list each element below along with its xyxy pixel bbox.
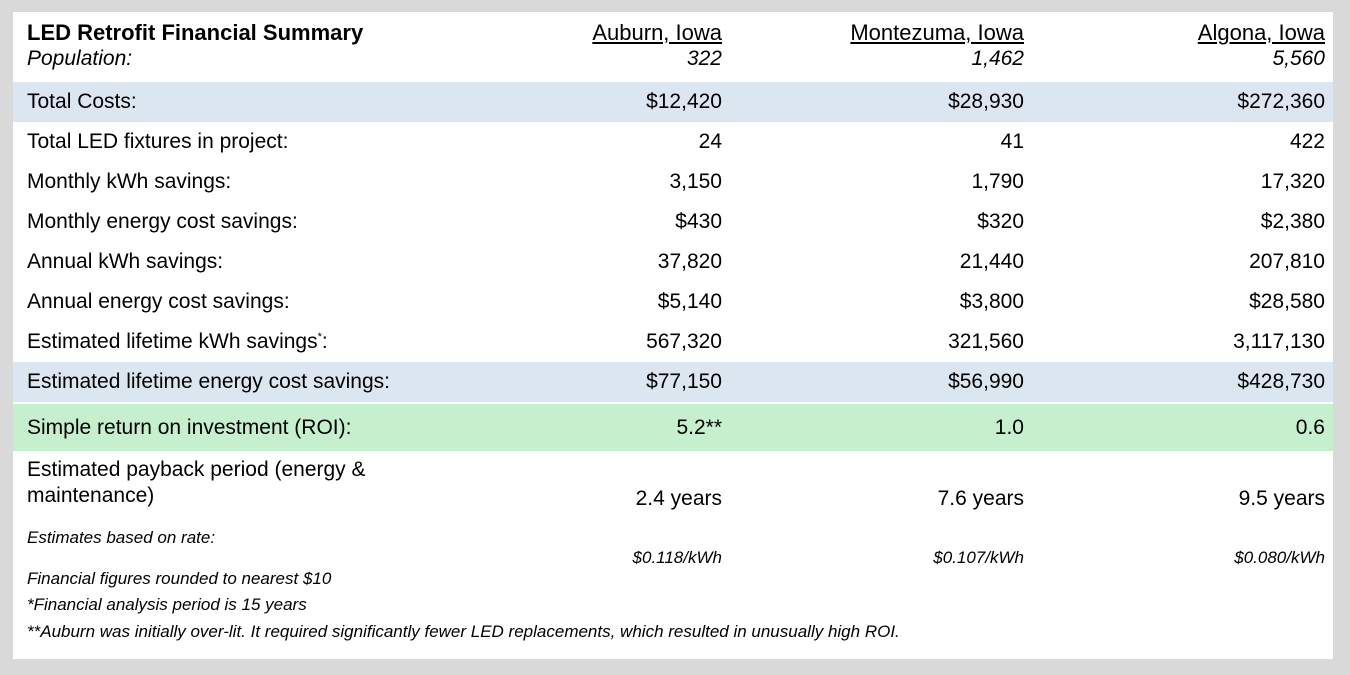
header-row: LED Retrofit Financial Summary Auburn, I… (13, 20, 1333, 46)
value-montezuma: 1,790 (971, 170, 1024, 193)
value-auburn: 5.2** (676, 415, 722, 439)
note-auburn: **Auburn was initially over-lit. It requ… (27, 622, 900, 641)
table-row: Estimates based on rate: $0.118/kWh $0.1… (13, 525, 1333, 575)
note-analysis-period: *Financial analysis period is 15 years (27, 595, 307, 614)
value-algona: $272,360 (1237, 90, 1325, 113)
summary-card: LED Retrofit Financial Summary Auburn, I… (13, 12, 1333, 659)
table-row: Monthly kWh savings: 3,150 1,790 17,320 (13, 162, 1333, 202)
table-row: Simple return on investment (ROI): 5.2**… (13, 404, 1333, 451)
row-label-colon: : (321, 330, 328, 353)
value-auburn: 567,320 (646, 330, 722, 353)
note-rounding: Financial figures rounded to nearest $10 (27, 569, 332, 588)
value-auburn: 2.4 years (635, 487, 722, 510)
value-algona: $428,730 (1237, 370, 1325, 393)
value-montezuma: 1.0 (994, 415, 1024, 439)
rate-algona: $0.080/kWh (1234, 548, 1325, 567)
row-label: Estimated payback period (energy & mainte… (27, 457, 366, 509)
table-row: Annual kWh savings: 37,820 21,440 207,81… (13, 242, 1333, 282)
row-label: Annual energy cost savings: (27, 290, 290, 313)
value-auburn: $430 (675, 210, 722, 233)
row-label-text: Estimated lifetime kWh savings (27, 330, 318, 353)
value-algona: 422 (1289, 130, 1325, 153)
population-label: Population: (27, 47, 133, 70)
population-algona: 5,560 (1272, 47, 1325, 70)
row-label: Total LED fixtures in project: (27, 130, 289, 153)
value-montezuma: 7.6 years (937, 487, 1024, 510)
value-auburn: 37,820 (657, 250, 722, 273)
row-label: Monthly energy cost savings: (27, 210, 298, 233)
value-auburn: 3,150 (669, 170, 722, 193)
value-algona: $28,580 (1249, 290, 1325, 313)
row-label: Total Costs: (27, 90, 137, 113)
city-montezuma: Montezuma, Iowa (850, 20, 1024, 45)
table-row: Annual energy cost savings: $5,140 $3,80… (13, 282, 1333, 322)
row-label: Estimated lifetime energy cost savings: (27, 370, 390, 393)
table-row: Estimated lifetime kWh savings*: 567,320… (13, 322, 1333, 362)
value-montezuma: 41 (1000, 130, 1024, 153)
value-auburn: $77,150 (646, 370, 722, 393)
value-auburn: $5,140 (657, 290, 722, 313)
value-algona: $2,380 (1260, 210, 1325, 233)
value-montezuma: $320 (977, 210, 1024, 233)
population-row: Population: 322 1,462 5,560 (13, 47, 1333, 71)
row-label: Estimated lifetime kWh savings*: (27, 330, 328, 354)
value-montezuma: $56,990 (948, 370, 1024, 393)
row-label: Simple return on investment (ROI): (27, 415, 352, 439)
value-montezuma: $3,800 (959, 290, 1024, 313)
table-row: Estimated payback period (energy & mainte… (13, 452, 1333, 526)
row-label: Monthly kWh savings: (27, 170, 232, 193)
population-montezuma: 1,462 (971, 47, 1024, 70)
row-label: Estimates based on rate: (27, 528, 216, 547)
city-auburn: Auburn, Iowa (592, 20, 722, 45)
population-auburn: 322 (686, 47, 722, 70)
footnote-marker: * (317, 331, 322, 343)
value-auburn: 24 (698, 130, 722, 153)
value-auburn: $12,420 (646, 90, 722, 113)
table-row: Total Costs: $12,420 $28,930 $272,360 (13, 82, 1333, 122)
value-algona: 17,320 (1260, 170, 1325, 193)
page-title: LED Retrofit Financial Summary (27, 20, 364, 45)
value-montezuma: 21,440 (959, 250, 1024, 273)
value-algona: 3,117,130 (1233, 330, 1325, 353)
value-montezuma: $28,930 (948, 90, 1024, 113)
rate-auburn: $0.118/kWh (632, 548, 722, 567)
row-label-line2: maintenance) (27, 484, 155, 507)
value-algona: 0.6 (1295, 415, 1325, 439)
value-algona: 9.5 years (1238, 487, 1325, 510)
row-label: Annual kWh savings: (27, 250, 224, 273)
row-label-line1: Estimated payback period (energy & (27, 458, 366, 481)
rate-montezuma: $0.107/kWh (933, 548, 1024, 567)
value-algona: 207,810 (1249, 250, 1325, 273)
city-algona: Algona, Iowa (1197, 20, 1325, 45)
table-row: Monthly energy cost savings: $430 $320 $… (13, 202, 1333, 242)
table-row: Total LED fixtures in project: 24 41 422 (13, 122, 1333, 162)
value-montezuma: 321,560 (948, 330, 1024, 353)
table-row: Estimated lifetime energy cost savings: … (13, 362, 1333, 402)
